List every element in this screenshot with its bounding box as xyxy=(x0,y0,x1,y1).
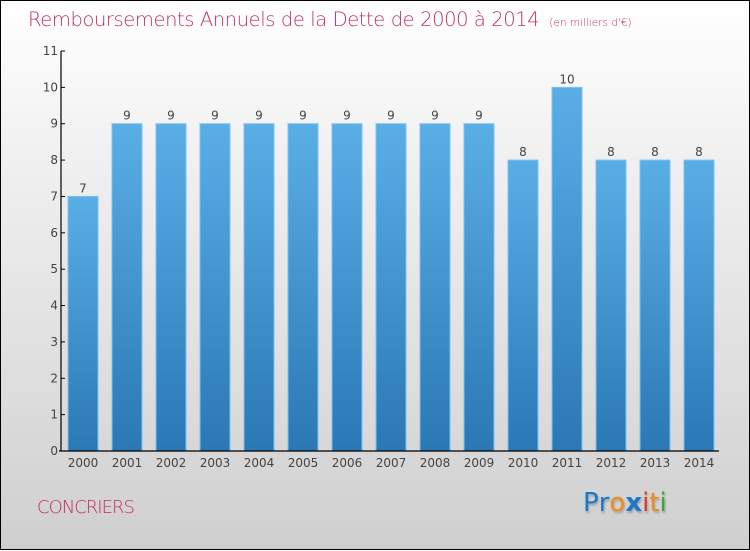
x-tick-label-2012: 2012 xyxy=(596,456,627,470)
x-tick-label-2009: 2009 xyxy=(464,456,495,470)
value-label-2002: 9 xyxy=(167,109,175,123)
value-label-2009: 9 xyxy=(475,109,483,123)
value-label-2011: 10 xyxy=(559,72,574,86)
bar-2002 xyxy=(155,123,187,452)
value-label-2012: 8 xyxy=(607,145,615,159)
logo-letter: r xyxy=(598,488,610,518)
bar-2011 xyxy=(551,86,583,452)
x-tick-label-2014: 2014 xyxy=(684,456,715,470)
value-label-2010: 8 xyxy=(519,145,527,159)
x-tick-label-2011: 2011 xyxy=(552,456,583,470)
value-label-2000: 7 xyxy=(79,181,87,195)
logo-letter: i xyxy=(659,488,667,518)
value-label-2005: 9 xyxy=(299,109,307,123)
x-tick-label-2005: 2005 xyxy=(288,456,319,470)
y-tick-label-3: 3 xyxy=(50,335,58,349)
y-tick-label-1: 1 xyxy=(50,408,58,422)
x-tick-label-2003: 2003 xyxy=(200,456,231,470)
x-tick-label-2007: 2007 xyxy=(376,456,407,470)
bar-2009 xyxy=(463,123,495,452)
bar-2010 xyxy=(507,159,539,452)
value-label-2014: 8 xyxy=(695,145,703,159)
value-label-2004: 9 xyxy=(255,109,263,123)
value-label-2008: 9 xyxy=(431,109,439,123)
value-label-2006: 9 xyxy=(343,109,351,123)
axes-group: 2000 2001 2002 2003 2004 2005 2006 2007 2008 2009… xyxy=(43,44,719,470)
logo-letter: o xyxy=(609,488,626,518)
x-tick-label-2008: 2008 xyxy=(420,456,451,470)
logo-letter: i xyxy=(642,488,650,518)
bar-2000 xyxy=(67,195,99,452)
logo-letter: P xyxy=(583,488,599,518)
value-label-2007: 9 xyxy=(387,109,395,123)
bar-2006 xyxy=(331,123,363,452)
y-tick-label-11: 11 xyxy=(43,44,58,58)
y-tick-label-5: 5 xyxy=(50,262,58,276)
bar-2005 xyxy=(287,123,319,452)
commune-name: CONCRIERS xyxy=(37,497,135,518)
x-tick-label-2010: 2010 xyxy=(508,456,539,470)
bars-group: 7 9 9 9 9 9 9 9 9 9 8 10 8 8 8 xyxy=(67,72,715,452)
y-tick-label-2: 2 xyxy=(50,371,58,385)
bar-2013 xyxy=(639,159,671,452)
bar-2001 xyxy=(111,123,143,452)
y-tick-label-6: 6 xyxy=(50,226,58,240)
y-tick-label-8: 8 xyxy=(50,153,58,167)
chart-title: Remboursements Annuels de la Dette de 20… xyxy=(28,8,632,31)
value-label-2003: 9 xyxy=(211,109,219,123)
y-tick-label-0: 0 xyxy=(50,444,58,458)
logo-letter: x xyxy=(625,488,643,518)
x-tick-label-2006: 2006 xyxy=(332,456,363,470)
y-tick-label-7: 7 xyxy=(50,189,58,203)
x-tick-label-2002: 2002 xyxy=(156,456,187,470)
bar-2008 xyxy=(419,123,451,452)
x-tick-label-2001: 2001 xyxy=(112,456,143,470)
logo-letter: t xyxy=(649,488,660,518)
bar-2007 xyxy=(375,123,407,452)
title-text: Remboursements Annuels de la Dette de 20… xyxy=(28,8,540,31)
x-tick-label-2004: 2004 xyxy=(244,456,275,470)
value-label-2001: 9 xyxy=(123,109,131,123)
x-tick-label-2013: 2013 xyxy=(640,456,671,470)
y-tick-label-4: 4 xyxy=(50,299,58,313)
y-tick-label-9: 9 xyxy=(50,117,58,131)
bar-2003 xyxy=(199,123,231,452)
y-tick-label-10: 10 xyxy=(43,80,58,94)
value-label-2013: 8 xyxy=(651,145,659,159)
bar-2012 xyxy=(595,159,627,452)
proxiti-logo[interactable]: Proxiti xyxy=(583,488,667,518)
x-tick-label-2000: 2000 xyxy=(68,456,99,470)
bar-2004 xyxy=(243,123,275,452)
chart-subtitle: (en milliers d'€) xyxy=(549,17,632,29)
bar-2014 xyxy=(683,159,715,452)
